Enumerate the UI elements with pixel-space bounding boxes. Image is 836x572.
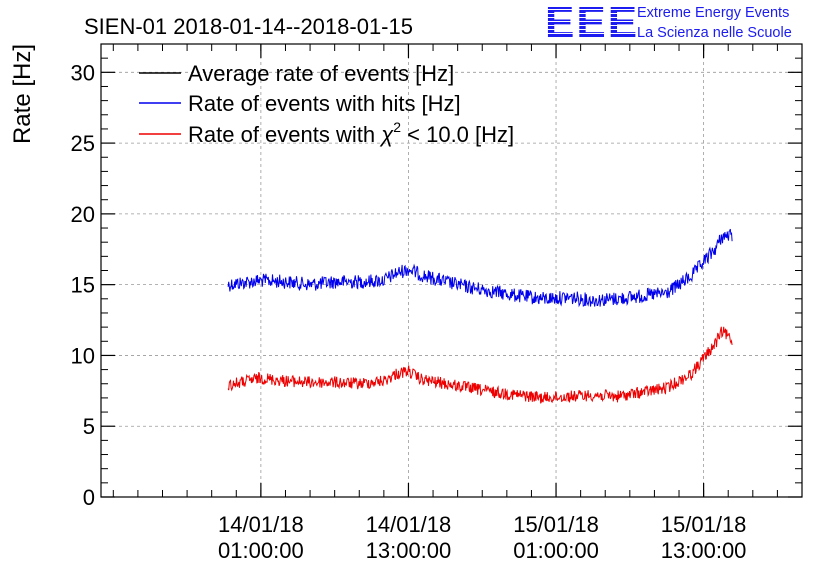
y-tick-label: 0 — [83, 485, 95, 510]
legend-label-0: Average rate of events [Hz] — [188, 61, 454, 86]
logo-line-2: La Scienza nelle Scuole — [637, 25, 792, 41]
x-tick-date-label: 14/01/18 — [366, 512, 452, 537]
y-tick-label: 5 — [83, 414, 95, 439]
x-tick-time-label: 13:00:00 — [366, 538, 452, 563]
y-tick-label: 30 — [71, 60, 95, 85]
axes: 05101520253014/01/1801:00:0014/01/1813:0… — [71, 43, 803, 563]
legend: Average rate of events [Hz] Rate of event… — [139, 61, 514, 147]
legend-label-sup: 2 — [393, 119, 401, 135]
y-tick-label: 15 — [71, 273, 95, 298]
x-tick-date-label: 15/01/18 — [661, 512, 747, 537]
eee-logo-letters: EEE — [545, 0, 640, 47]
x-tick-time-label: 01:00:00 — [513, 538, 599, 563]
series-lines — [227, 228, 733, 404]
logo-line-1: Extreme Energy Events — [637, 5, 790, 21]
y-tick-label: 25 — [71, 131, 95, 156]
legend-label-2: Rate of events with χ2 < 10.0 [Hz] — [188, 119, 514, 147]
y-tick-label: 10 — [71, 343, 95, 368]
x-tick-time-label: 13:00:00 — [661, 538, 747, 563]
y-axis-label: Rate [Hz] — [9, 44, 36, 144]
x-tick-time-label: 01:00:00 — [218, 538, 304, 563]
y-tick-label: 20 — [71, 202, 95, 227]
x-tick-date-label: 14/01/18 — [218, 512, 304, 537]
chart-title: SIEN-01 2018-01-14--2018-01-15 — [84, 14, 413, 39]
legend-label-rest: < 10.0 [Hz] — [401, 122, 514, 147]
eee-logo: EEE Extreme Energy Events La Scienza nel… — [545, 0, 835, 47]
series-line-2 — [227, 326, 733, 404]
series-line-1 — [227, 228, 733, 308]
x-tick-date-label: 15/01/18 — [513, 512, 599, 537]
legend-label-1: Rate of events with hits [Hz] — [188, 91, 461, 116]
legend-label-main: Rate of events with — [188, 122, 381, 147]
legend-label-chi: χ — [379, 122, 394, 147]
